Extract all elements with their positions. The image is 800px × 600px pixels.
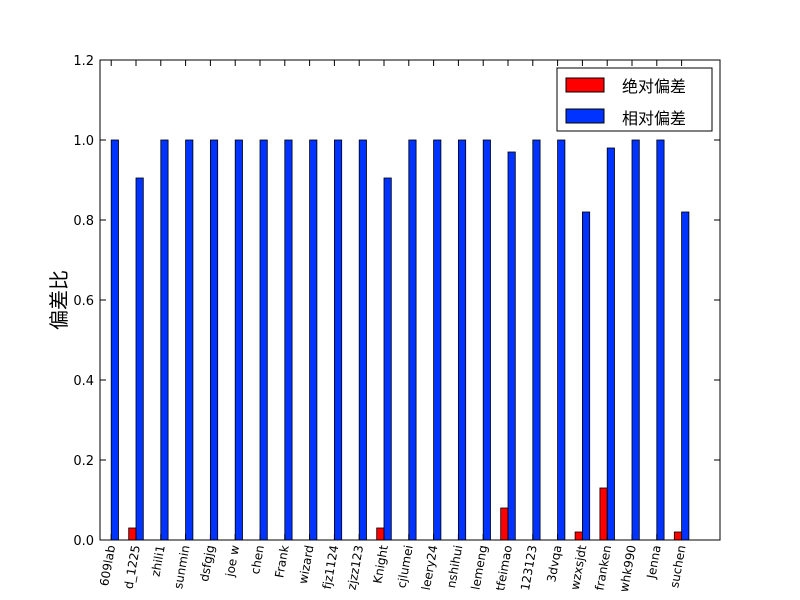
x-tick-label: cjlumei: [394, 544, 415, 589]
bar-absolute: [128, 527, 137, 541]
bar-relative: [209, 139, 219, 541]
x-tick-label: sunmin: [171, 544, 192, 590]
bar-relative: [408, 139, 417, 541]
bar-absolute: [376, 527, 385, 541]
legend-label-absolute: 绝对偏差: [622, 77, 686, 96]
x-tick-label: nshihui: [444, 544, 465, 589]
x-tick-label: 609lab: [97, 544, 118, 587]
x-tick-label: chen: [248, 544, 267, 575]
x-tick-label: joe w: [223, 544, 242, 579]
bar-absolute: [500, 507, 509, 541]
bar-absolute: [673, 531, 682, 541]
bar-relative: [482, 139, 491, 541]
y-tick-label: 0.8: [73, 214, 94, 229]
y-tick-label: 0.2: [73, 454, 94, 469]
x-tick-label: d_1225: [121, 544, 142, 590]
bar-relative: [582, 211, 591, 541]
x-tick-label: Jenna: [644, 544, 664, 580]
y-axis-label: 偏差比: [47, 270, 71, 330]
y-tick-label: 1.0: [73, 134, 94, 149]
x-tick-label: suchen: [667, 544, 688, 589]
y-tick-label: 0.4: [73, 374, 94, 389]
x-tick-label: Knight: [370, 544, 391, 585]
bar-relative: [383, 177, 392, 541]
bar-relative: [507, 151, 516, 541]
bar-relative: [606, 147, 615, 541]
bar-relative: [160, 139, 169, 541]
legend-swatch-relative: [565, 108, 605, 124]
y-tick-label: 0.6: [73, 294, 94, 309]
x-tick-label: zjzz123: [345, 544, 367, 591]
legend-swatch-absolute: [565, 77, 605, 93]
bar-relative: [358, 139, 367, 541]
bar-relative: [333, 139, 343, 541]
bar-relative: [557, 139, 566, 541]
x-tick-label: Frank: [272, 544, 292, 579]
x-tick-label: lemeng: [469, 544, 491, 591]
x-tick-label: leery24: [419, 544, 441, 591]
bar-absolute: [574, 531, 583, 541]
bar-relative: [309, 139, 318, 541]
x-tick-label: wizard: [296, 544, 317, 585]
x-tick-label: 3dvqa: [544, 544, 564, 583]
x-tick-label: whk990: [617, 544, 639, 593]
bars-layer: [110, 139, 690, 541]
bar-relative: [135, 177, 144, 541]
legend: 绝对偏差 相对偏差: [556, 67, 713, 132]
y-axis: 0.0 0.2 0.4 0.6 0.8 1.0 1.2: [73, 54, 720, 549]
x-tick-label: franken: [592, 544, 614, 591]
bar-relative: [259, 139, 268, 541]
bar-relative: [284, 139, 293, 541]
x-tick-label: fjz1124: [320, 544, 341, 590]
bar-relative: [185, 139, 194, 541]
x-tick-label: tfeimao: [493, 544, 515, 592]
x-tick-label: 123123: [518, 544, 540, 592]
bar-relative: [681, 211, 690, 541]
x-tick-label: wzxsjdt: [568, 544, 590, 591]
bar-relative: [433, 139, 442, 541]
legend-label-relative: 相对偏差: [622, 109, 686, 128]
x-tick-label: zhili1: [148, 544, 167, 577]
bar-relative: [110, 139, 119, 541]
bar-relative: [532, 139, 541, 541]
y-tick-label: 0.0: [73, 534, 94, 549]
x-tick-label: dsfgjg: [197, 544, 217, 583]
y-tick-label: 1.2: [73, 54, 94, 69]
bar-relative: [631, 139, 640, 541]
bar-relative: [457, 139, 467, 541]
bar-relative: [656, 139, 665, 541]
bar-absolute: [599, 487, 608, 541]
bar-relative: [234, 139, 243, 541]
